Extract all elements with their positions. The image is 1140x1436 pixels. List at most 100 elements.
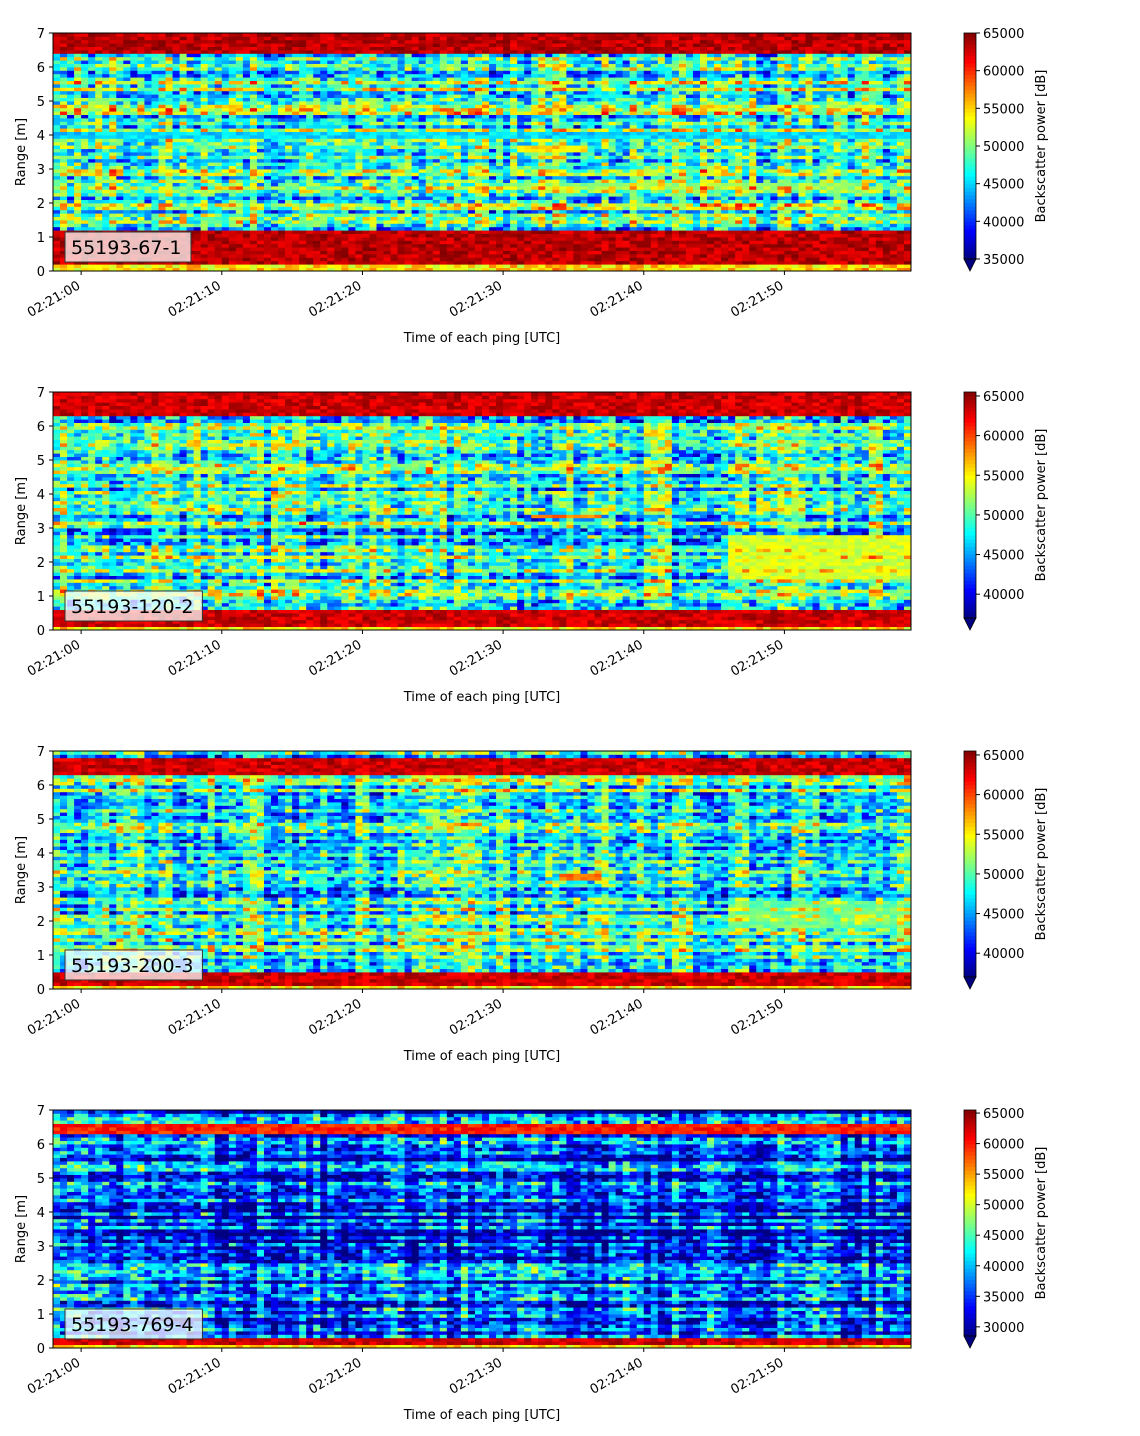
heatmap-cell <box>439 121 448 126</box>
heatmap-cell <box>418 264 427 268</box>
heatmap-cell <box>256 131 265 136</box>
heatmap-cell <box>489 53 497 58</box>
heatmap-cell <box>397 114 406 119</box>
heatmap-cell <box>348 138 356 143</box>
heatmap-cell <box>411 152 420 156</box>
heatmap-cell <box>95 121 103 126</box>
heatmap-cell <box>390 196 398 200</box>
heatmap-cell <box>242 70 251 75</box>
heatmap-cell <box>348 192 356 197</box>
heatmap-cell <box>503 94 511 98</box>
heatmap-cell <box>355 247 363 251</box>
heatmap-cell <box>411 33 420 37</box>
heatmap-cell <box>369 267 377 272</box>
heatmap-cell <box>306 67 314 71</box>
heatmap-cell <box>531 33 539 37</box>
heatmap-cell <box>552 220 560 224</box>
heatmap-cell <box>263 189 272 194</box>
heatmap-cell <box>292 135 300 139</box>
heatmap-cell <box>313 56 321 61</box>
heatmap-cell <box>278 50 286 54</box>
heatmap-cell <box>327 39 335 44</box>
heatmap-cell <box>249 124 258 129</box>
heatmap-cell <box>362 182 370 187</box>
heatmap-cell <box>404 118 413 122</box>
heatmap-cell <box>531 114 539 119</box>
heatmap-cell <box>285 46 293 51</box>
heatmap-cell <box>95 179 103 183</box>
heatmap-cell <box>425 101 434 105</box>
heatmap-cell <box>327 186 335 190</box>
heatmap-cell <box>88 179 96 183</box>
heatmap-cell <box>418 247 427 251</box>
heatmap-cell <box>376 77 384 81</box>
heatmap-cell <box>453 33 462 37</box>
heatmap-cell <box>474 155 483 160</box>
heatmap-cell <box>67 121 75 126</box>
heatmap-cell <box>292 169 300 173</box>
heatmap-cell <box>299 36 307 41</box>
heatmap-cell <box>137 267 145 272</box>
heatmap-cell <box>221 107 230 112</box>
heatmap-cell <box>348 46 356 51</box>
heatmap-cell <box>74 50 82 54</box>
heatmap-cell <box>313 230 321 234</box>
heatmap-cell <box>545 152 553 156</box>
heatmap-cell <box>482 155 490 160</box>
heatmap-cell <box>285 77 293 81</box>
heatmap-cell <box>482 148 490 153</box>
heatmap-cell <box>531 121 539 126</box>
heatmap-cell <box>130 145 138 149</box>
heatmap-cell <box>432 243 441 248</box>
heatmap-cell <box>376 39 384 44</box>
heatmap-cell <box>144 43 152 47</box>
heatmap-cell <box>425 46 434 51</box>
heatmap-cell <box>193 155 202 160</box>
heatmap-cell <box>474 124 483 129</box>
heatmap-cell <box>116 121 124 126</box>
heatmap-cell <box>531 220 539 224</box>
heatmap-cell <box>545 84 553 88</box>
heatmap-cell <box>313 63 321 68</box>
heatmap-cell <box>327 50 335 54</box>
heatmap-cell <box>467 77 476 81</box>
heatmap-cell <box>228 70 237 75</box>
heatmap-cell <box>446 73 455 78</box>
heatmap-cell <box>123 141 131 146</box>
heatmap-cell <box>207 43 216 47</box>
heatmap-cell <box>151 87 159 92</box>
heatmap-cell <box>369 60 377 64</box>
heatmap-cell <box>355 267 363 272</box>
heatmap-cell <box>397 73 406 78</box>
heatmap-cell <box>306 135 314 139</box>
heatmap-cell <box>60 162 68 166</box>
heatmap-cell <box>207 175 216 180</box>
heatmap-cell <box>503 223 511 228</box>
heatmap-cell <box>249 39 258 44</box>
heatmap-cell <box>235 87 244 92</box>
heatmap-cell <box>271 118 279 122</box>
heatmap-cell <box>235 39 244 44</box>
heatmap-cell <box>299 148 307 153</box>
heatmap-cell <box>214 135 223 139</box>
heatmap-cell <box>67 203 75 207</box>
heatmap-cell <box>53 135 61 139</box>
heatmap-cell <box>397 145 406 149</box>
heatmap-cell <box>510 84 518 88</box>
heatmap-cell <box>355 94 363 98</box>
heatmap-cell <box>53 128 61 132</box>
heatmap-cell <box>256 152 265 156</box>
heatmap-cell <box>320 175 328 180</box>
heatmap-cell <box>263 107 272 112</box>
heatmap-cell <box>320 145 328 149</box>
heatmap-cell <box>256 33 265 37</box>
heatmap-cell <box>313 43 321 47</box>
heatmap-cell <box>439 254 448 258</box>
heatmap-cell <box>334 124 342 129</box>
heatmap-cell <box>130 60 138 64</box>
heatmap-cell <box>369 203 377 207</box>
heatmap-cell <box>341 124 349 129</box>
heatmap-cell <box>545 131 553 136</box>
heatmap-cell <box>510 135 518 139</box>
heatmap-cell <box>376 192 384 197</box>
